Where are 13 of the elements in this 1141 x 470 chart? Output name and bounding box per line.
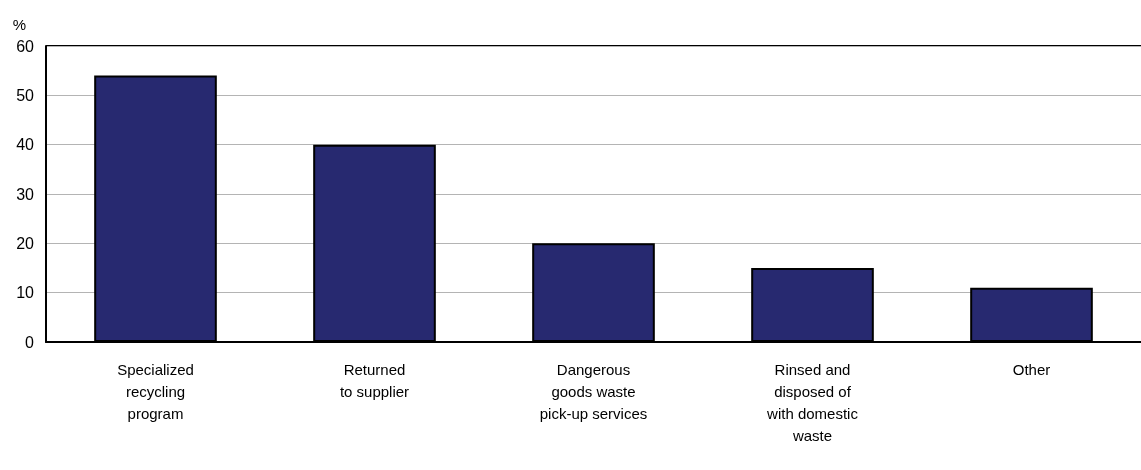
- y-tick-label: 60: [16, 37, 35, 55]
- y-tick-label: 30: [16, 185, 35, 203]
- y-tick-label: 40: [16, 136, 35, 154]
- x-tick-label: Other: [1012, 360, 1051, 378]
- x-tick-label: Rinsed and disposed of with domestic waste: [766, 360, 859, 444]
- y-tick-label: 0: [25, 333, 35, 351]
- y-tick-label: 50: [16, 86, 35, 104]
- x-tick-label: Returned to supplier: [339, 360, 410, 400]
- y-tick-label: 10: [16, 284, 35, 302]
- y-tick-label: 20: [16, 234, 35, 252]
- y-axis-title: %: [12, 16, 26, 33]
- x-tick-label: Dangerous goods waste pick-up services: [539, 360, 648, 422]
- x-tick-label: Specialized recycling program: [117, 360, 194, 422]
